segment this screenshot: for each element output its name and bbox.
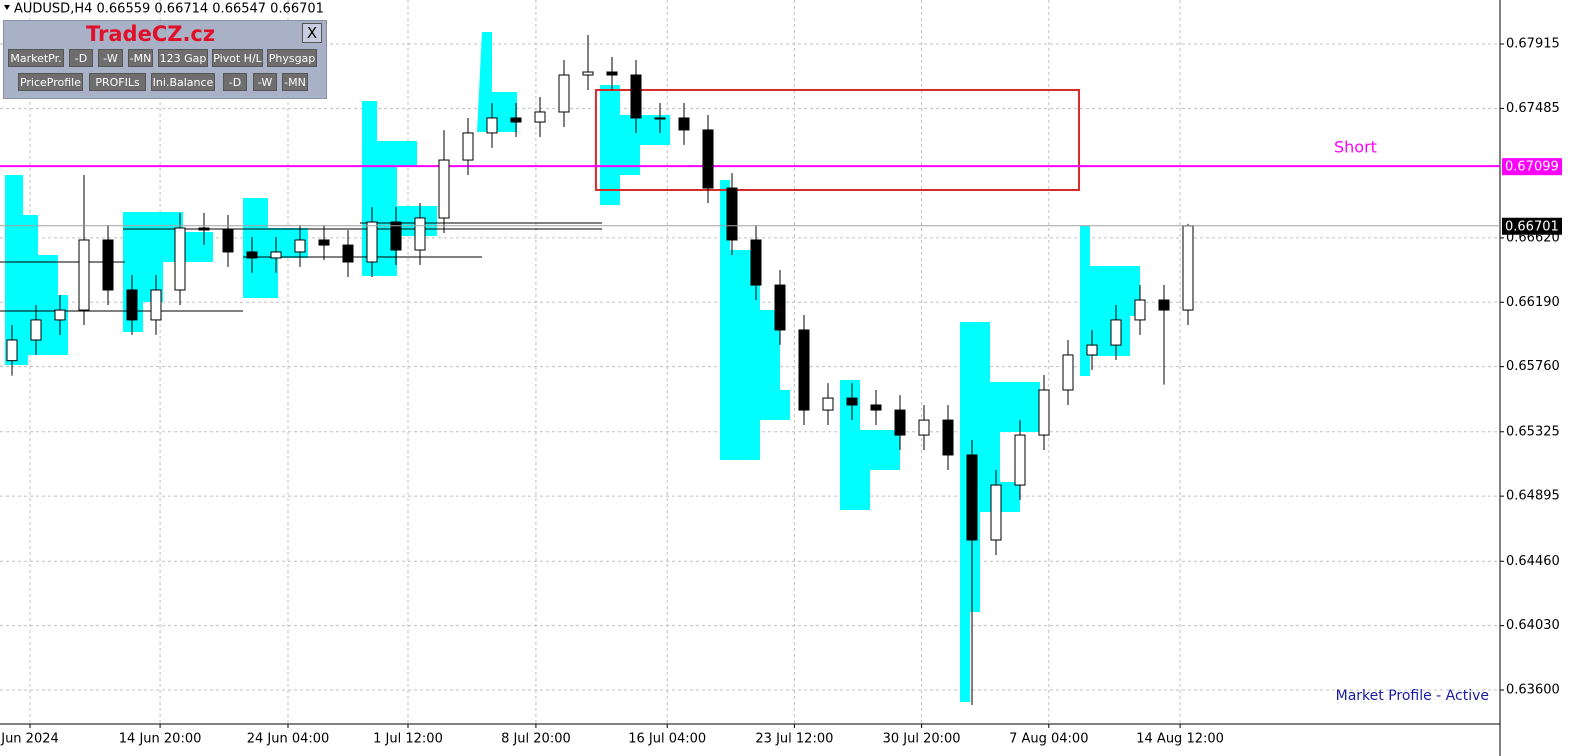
candle-body [150, 289, 162, 321]
candle-body [606, 71, 618, 76]
candle-body [510, 117, 522, 123]
panel-button[interactable]: -D [69, 49, 93, 67]
panel-button[interactable]: -MN [282, 73, 308, 91]
candle-body [126, 289, 138, 321]
candle-body [1062, 354, 1074, 391]
x-tick-label: 14 Jun 20:00 [119, 732, 202, 747]
x-tick-label: 1 Jul 12:00 [373, 732, 443, 747]
candle-body [534, 111, 546, 123]
y-tick-label: 0.64460 [1506, 554, 1560, 569]
level-price-label: 0.67099 [1505, 160, 1559, 175]
panel-button[interactable]: 123 Gap [158, 49, 208, 67]
candle-body [1086, 344, 1098, 356]
candle-body [726, 187, 738, 241]
candle-body [438, 159, 450, 219]
candle-body [486, 117, 498, 134]
candle-body [774, 284, 786, 331]
panel-button[interactable]: PROFILs [89, 73, 146, 91]
x-tick-label: 24 Jun 04:00 [247, 732, 330, 747]
candle-body [102, 239, 114, 291]
x-tick-label: 30 Jul 20:00 [883, 732, 961, 747]
x-tick-label: 16 Jul 04:00 [628, 732, 706, 747]
panel-button[interactable]: Ini.Balance [151, 73, 215, 91]
candle-body [342, 244, 354, 263]
tool-panel: TradeCZ.cz X MarketPr. -D -W -MN 123 Gap Pivo… [3, 20, 327, 99]
panel-button[interactable]: -W [98, 49, 123, 67]
y-tick-label: 0.67485 [1506, 101, 1560, 116]
y-tick-label: 0.64030 [1506, 618, 1560, 633]
level-text: Short [1334, 138, 1377, 157]
panel-button[interactable]: -D [223, 73, 247, 91]
candle-body [366, 221, 378, 263]
candle-body [1110, 319, 1122, 346]
candle-body [318, 239, 330, 246]
candle-body [78, 239, 90, 311]
panel-title: TradeCZ.cz [86, 22, 216, 46]
candle-body [390, 221, 402, 251]
candle-body [654, 117, 666, 120]
candle-body [678, 117, 690, 131]
candle-body [942, 419, 954, 456]
candle-body [174, 227, 186, 291]
close-button[interactable]: X [302, 23, 322, 43]
x-tick-label: 23 Jul 12:00 [755, 732, 833, 747]
candle-body [222, 229, 234, 253]
last-price-label: 0.66701 [1505, 219, 1559, 234]
last-price-box [1502, 217, 1562, 235]
status-text: Market Profile - Active [1336, 688, 1489, 704]
candle-body [1158, 299, 1170, 311]
candle-body [294, 239, 306, 253]
candle-body [990, 484, 1002, 541]
x-tick-label: 8 Jul 20:00 [501, 732, 571, 747]
panel-button[interactable]: -MN [128, 49, 153, 67]
candle-body [822, 397, 834, 411]
candle-body [54, 309, 66, 321]
candle-body [966, 454, 978, 541]
candle-body [750, 239, 762, 286]
candle-body [918, 419, 930, 436]
panel-button[interactable]: Physgap [267, 49, 317, 67]
candle-body [558, 74, 570, 113]
x-tick-label: Jun 2024 [0, 732, 59, 747]
candle-body [846, 397, 858, 406]
y-tick-label: 0.67915 [1506, 37, 1560, 52]
candle-body [798, 329, 810, 411]
y-tick-label: 0.64895 [1506, 489, 1560, 504]
candle-body [6, 339, 18, 362]
panel-button[interactable]: -W [253, 73, 277, 91]
level-price-box [1502, 158, 1562, 176]
candle-body [198, 227, 210, 231]
y-tick-label: 0.66190 [1506, 295, 1560, 310]
candle-body [1134, 299, 1146, 321]
candle-body [1014, 434, 1026, 486]
candle-body [30, 319, 42, 341]
candle-body [414, 217, 426, 251]
panel-button[interactable]: Pivot H/L [212, 49, 263, 67]
candle-body [246, 251, 258, 259]
candle-body [870, 404, 882, 411]
y-tick-label: 0.63600 [1506, 683, 1560, 698]
candle-body [894, 409, 906, 436]
x-tick-label: 7 Aug 04:00 [1009, 732, 1088, 747]
x-tick-label: 14 Aug 12:00 [1136, 732, 1224, 747]
zone-rectangle [594, 88, 1081, 191]
candle-body [270, 251, 282, 259]
panel-button[interactable]: MarketPr. [8, 49, 64, 67]
candle-body [702, 129, 714, 189]
candle-body [630, 74, 642, 119]
menu-arrow [4, 5, 10, 10]
candle-body [582, 71, 594, 76]
y-tick-label: 0.65325 [1506, 424, 1560, 439]
y-tick-label: 0.65760 [1506, 359, 1560, 374]
candle-body [462, 132, 474, 161]
candle-body [1182, 225, 1194, 311]
candle-body [1038, 389, 1050, 436]
symbol-header: AUDUSD,H4 0.66559 0.66714 0.66547 0.6670… [14, 2, 324, 17]
panel-button[interactable]: PriceProfile [18, 73, 83, 91]
